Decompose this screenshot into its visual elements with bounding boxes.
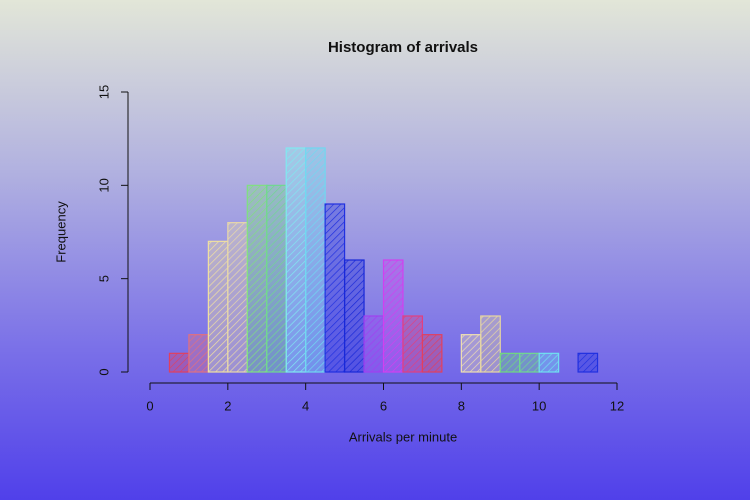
bar [577, 352, 599, 373]
bar [285, 147, 307, 373]
bar [246, 184, 268, 373]
x-tick-label: 8 [458, 398, 465, 413]
bar [324, 203, 346, 373]
y-tick-label: 15 [96, 85, 111, 99]
bar [227, 222, 248, 373]
x-tick-label: 2 [224, 398, 231, 413]
x-tick-label: 0 [146, 398, 153, 413]
x-tick-label: 12 [610, 398, 624, 413]
y-axis-label: Frequency [53, 201, 68, 263]
bar [421, 334, 443, 373]
y-tick-label: 0 [96, 368, 111, 375]
x-tick-label: 10 [532, 398, 546, 413]
bar [363, 315, 385, 373]
y-tick-label: 10 [96, 178, 111, 192]
bar [382, 259, 404, 373]
bar [168, 352, 190, 373]
bar [188, 334, 209, 373]
bar [460, 334, 482, 373]
bar [499, 352, 521, 373]
y-tick-label: 5 [96, 275, 111, 282]
x-axis-label: Arrivals per minute [349, 429, 457, 444]
bar [519, 352, 540, 373]
x-tick-label: 4 [302, 398, 309, 413]
bar [305, 147, 326, 373]
bar [538, 352, 560, 373]
bar [207, 240, 229, 373]
bar [402, 315, 424, 373]
bar [343, 259, 365, 373]
bar [480, 315, 501, 373]
chart-title: Histogram of arrivals [328, 39, 478, 56]
bar [266, 184, 287, 373]
x-tick-label: 6 [380, 398, 387, 413]
